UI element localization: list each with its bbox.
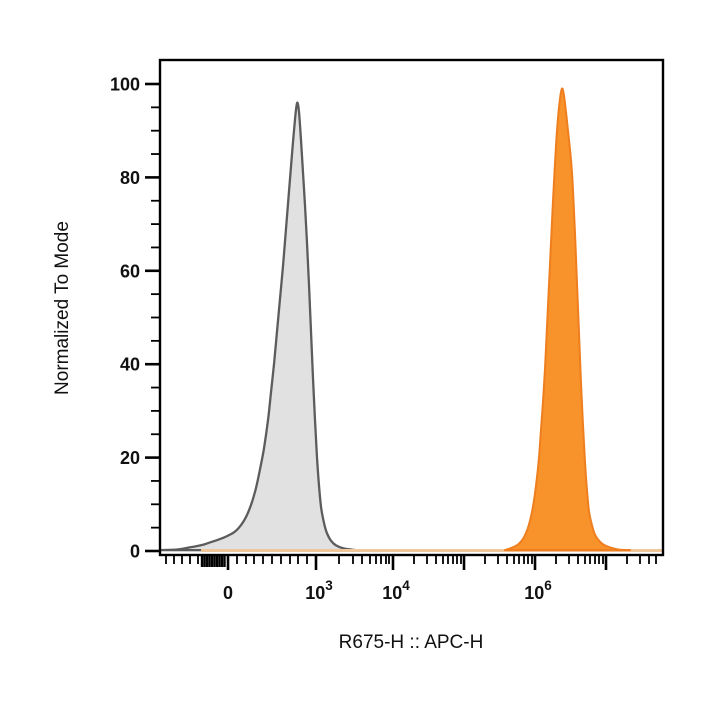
x-tick-label: 104 [382,578,410,603]
plot-box [158,58,665,557]
axes-layer [145,58,665,570]
y-axis-title: Normalized To Mode [52,221,73,395]
orange-histogram-curve [504,87,631,552]
y-tick-label: 40 [120,355,140,375]
y-tick-label: 100 [110,75,140,95]
x-tick-label: 106 [524,578,552,603]
x-tick-label: 0 [223,583,233,603]
histogram-curves-layer [158,87,665,553]
y-tick-label: 20 [120,448,140,468]
x-tick-label: 103 [305,578,333,603]
x-axis-title: R675-H :: APC-H [339,632,484,653]
gray-histogram-curve [158,101,665,552]
tick-labels-layer: 0 103 104 106 0 20 40 60 80 100 [110,75,552,604]
y-tick-label: 60 [120,261,140,281]
y-tick-label: 80 [120,168,140,188]
y-tick-label: 0 [130,542,140,562]
